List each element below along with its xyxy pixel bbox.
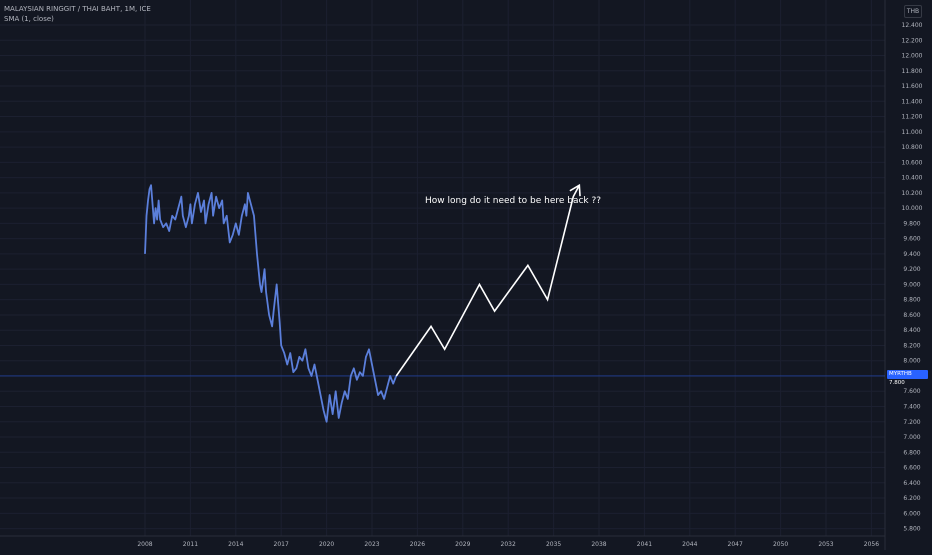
y-tick-label: 6.000 — [903, 510, 920, 517]
y-tick-label: 10.000 — [902, 205, 923, 212]
x-tick-label: 2017 — [274, 541, 289, 548]
y-tick-label: 8.800 — [903, 297, 920, 304]
y-tick-label: 10.400 — [902, 175, 923, 182]
y-tick-label: 11.000 — [902, 129, 923, 136]
x-tick-label: 2053 — [818, 541, 833, 548]
x-tick-label: 2020 — [319, 541, 334, 548]
y-tick-label: 11.400 — [902, 98, 923, 105]
x-tick-label: 2035 — [546, 541, 561, 548]
y-tick-label: 8.200 — [903, 342, 920, 349]
y-tick-label: 9.200 — [903, 266, 920, 273]
y-tick-label: 11.800 — [902, 68, 923, 75]
price-tag-symbol: MYRTHB — [889, 371, 912, 377]
x-tick-label: 2008 — [137, 541, 152, 548]
y-tick-label: 9.600 — [903, 236, 920, 243]
projection-arrowhead — [569, 183, 581, 197]
x-tick-label: 2011 — [183, 541, 198, 548]
y-tick-label: 6.600 — [903, 465, 920, 472]
annotation-text[interactable]: How long do it need to be here back ?? — [425, 196, 602, 206]
y-tick-label: 12.000 — [902, 53, 923, 60]
currency-badge[interactable]: THB — [904, 5, 922, 18]
price-axis[interactable]: 12.400 12.200 12.000 11.800 11.600 11.400 11.2… — [902, 22, 923, 533]
y-tick-label: 12.200 — [902, 37, 923, 44]
y-tick-label: 6.200 — [903, 495, 920, 502]
x-tick-label: 2014 — [228, 541, 243, 548]
series-layer — [144, 184, 398, 423]
y-tick-label: 8.600 — [903, 312, 920, 319]
y-tick-label: 10.800 — [902, 144, 923, 151]
projection-layer — [395, 183, 581, 377]
x-tick-label: 2029 — [455, 541, 470, 548]
y-tick-label: 9.800 — [903, 220, 920, 227]
y-tick-label: 6.800 — [903, 449, 920, 456]
grid — [0, 0, 885, 536]
symbol-title[interactable]: MALAYSIAN RINGGIT / THAI BAHT, 1M, ICE — [4, 5, 151, 13]
price-series-line[interactable] — [144, 184, 398, 423]
y-tick-label: 7.000 — [903, 434, 920, 441]
x-tick-label: 2047 — [728, 541, 743, 548]
last-price-tag: MYRTHB 7.800 — [887, 370, 928, 386]
x-tick-label: 2026 — [410, 541, 425, 548]
y-tick-label: 11.600 — [902, 83, 923, 90]
y-tick-label: 11.200 — [902, 114, 923, 121]
x-tick-label: 2038 — [591, 541, 606, 548]
y-tick-label: 9.000 — [903, 281, 920, 288]
projection-path[interactable] — [395, 184, 581, 377]
y-tick-label: 5.800 — [903, 526, 920, 533]
x-tick-label: 2041 — [637, 541, 652, 548]
y-tick-label: 10.200 — [902, 190, 923, 197]
y-tick-label: 8.000 — [903, 358, 920, 365]
y-tick-label: 6.400 — [903, 480, 920, 487]
x-tick-label: 2050 — [773, 541, 788, 548]
y-tick-label: 10.600 — [902, 159, 923, 166]
time-axis[interactable]: 2008 2011 2014 2017 2020 2023 2026 2029 2032 2035… — [137, 541, 879, 548]
x-tick-label: 2044 — [682, 541, 697, 548]
x-tick-label: 2023 — [364, 541, 379, 548]
price-tag-value: 7.800 — [889, 380, 905, 386]
y-tick-label: 8.400 — [903, 327, 920, 334]
x-tick-label: 2056 — [864, 541, 879, 548]
y-tick-label: 7.600 — [903, 388, 920, 395]
y-tick-label: 7.200 — [903, 419, 920, 426]
y-tick-label: 9.400 — [903, 251, 920, 258]
indicator-label[interactable]: SMA (1, close) — [4, 15, 54, 23]
chart-legend: MALAYSIAN RINGGIT / THAI BAHT, 1M, ICE S… — [4, 4, 151, 24]
y-tick-label: 12.400 — [902, 22, 923, 29]
x-tick-label: 2032 — [501, 541, 516, 548]
y-tick-label: 7.400 — [903, 404, 920, 411]
